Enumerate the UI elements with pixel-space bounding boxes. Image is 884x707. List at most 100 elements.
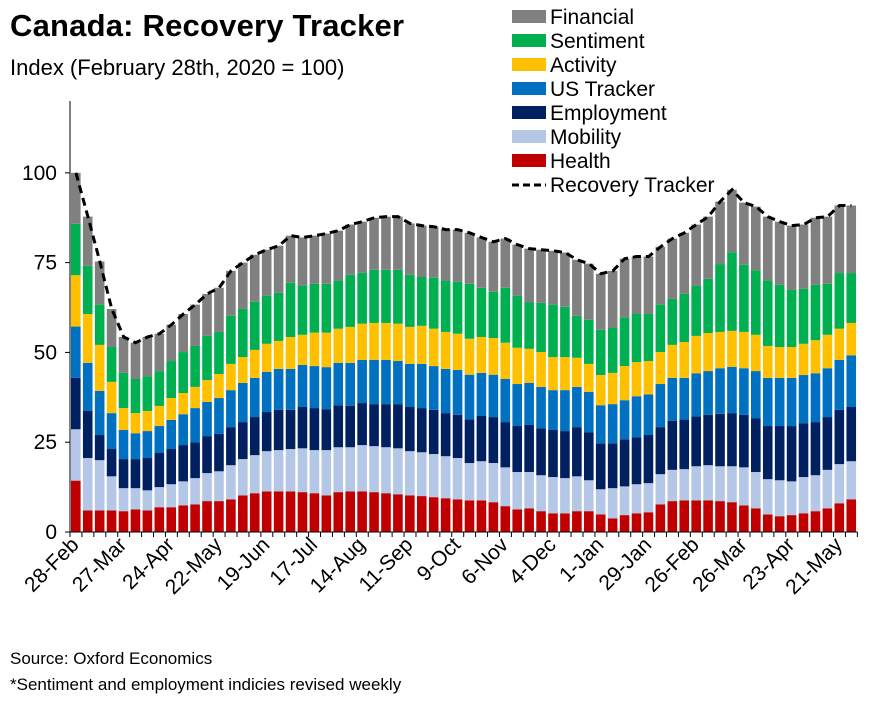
bar-segment-health [154, 507, 165, 532]
footnote: *Sentiment and employment indicies revis… [10, 675, 402, 694]
bar-segment-activity [393, 323, 403, 362]
bar-segment-employment [643, 435, 654, 484]
legend-label: US Tracker [550, 78, 655, 101]
bar-segment-sentiment [118, 372, 129, 409]
bar-segment-sentiment [536, 302, 546, 353]
bar-segment-financial [309, 235, 320, 284]
bar-segment-employment [118, 459, 129, 489]
bar-segment-employment [655, 427, 666, 475]
bar-segment-sentiment [512, 295, 523, 348]
x-tick-label: 9-Oct [413, 533, 466, 586]
bar-segment-us-tracker [786, 377, 797, 427]
bar-segment-financial [631, 256, 642, 314]
bar-segment-financial [333, 230, 344, 281]
bar-segment-financial [810, 217, 821, 285]
bar-segment-health [774, 516, 785, 532]
bar-segment-employment [214, 433, 224, 472]
bar-segment-health [846, 499, 857, 532]
legend-swatch-activity [512, 58, 546, 71]
y-tick-label: 50 [34, 341, 57, 364]
bar-segment-sentiment [249, 301, 260, 350]
bar-segment-employment [846, 407, 857, 462]
bar-segment-us-tracker [631, 396, 642, 438]
bar-segment-employment [226, 427, 236, 466]
bar-segment-sentiment [178, 352, 188, 394]
bar-segment-activity [691, 335, 701, 374]
bar-segment-health [309, 493, 320, 532]
bar-segment-financial [357, 221, 367, 273]
bar-segment-financial [106, 308, 117, 348]
legend-label: Recovery Tracker [550, 174, 715, 197]
bar-segment-employment [154, 452, 165, 488]
bar-segment-employment [715, 413, 725, 467]
bar-segment-activity [488, 338, 499, 375]
bar-segment-sentiment [715, 264, 725, 332]
bar-segment-employment [142, 458, 153, 491]
bar-segment-health [751, 508, 761, 532]
bar-segment-financial [202, 293, 212, 336]
bar-segment-health [214, 501, 224, 532]
bar-segment-us-tracker [691, 373, 701, 417]
bar-segment-activity [309, 332, 320, 367]
bar-segment-employment [130, 459, 141, 489]
bar-segment-us-tracker [619, 400, 630, 440]
bar-segment-activity [154, 405, 165, 427]
bar-segment-financial [226, 270, 236, 316]
bar-segment-financial [393, 216, 403, 270]
bar-segment-health [560, 513, 570, 532]
bar-segment-employment [560, 431, 570, 479]
bar-segment-health [667, 501, 678, 532]
bar-segment-activity [452, 333, 463, 371]
bar-segment-us-tracker [739, 368, 749, 415]
bar-segment-activity [416, 325, 427, 364]
bar-segment-us-tracker [751, 371, 761, 419]
bar-segment-activity [595, 375, 606, 406]
bar-segment-health [393, 494, 403, 532]
bar-segment-sentiment [297, 285, 308, 335]
bar-segment-financial [261, 249, 272, 296]
bar-segment-activity [834, 328, 845, 360]
bar-segment-activity [202, 380, 212, 402]
bar-segment-mobility [321, 450, 332, 496]
bar-segment-sentiment [643, 313, 654, 362]
bar-segment-sentiment [679, 293, 690, 343]
bar-segment-health [226, 499, 236, 532]
bar-segment-sentiment [846, 273, 857, 323]
bar-segment-us-tracker [572, 386, 582, 428]
bar-segment-us-tracker [238, 382, 248, 423]
bar-segment-mobility [774, 480, 785, 517]
bar-segment-employment [238, 422, 248, 460]
bar-segment-activity [715, 331, 725, 369]
bar-segment-sentiment [381, 269, 391, 323]
bar-segment-us-tracker [94, 390, 105, 436]
bar-segment-health [106, 510, 117, 532]
bar-segment-financial [154, 333, 165, 372]
bar-segment-us-tracker [428, 366, 439, 410]
bar-segment-health [607, 518, 618, 532]
bar-segment-mobility [715, 466, 725, 502]
bar-segment-sentiment [691, 285, 701, 336]
bar-segment-financial [500, 238, 511, 288]
bar-segment-activity [512, 347, 523, 385]
bar-segment-sentiment [619, 317, 630, 367]
legend-label: Health [550, 150, 611, 173]
bar-segment-employment [297, 407, 308, 449]
bar-segment-us-tracker [595, 405, 606, 444]
bar-segment-employment [345, 405, 355, 448]
bar-segment-sentiment [226, 315, 236, 364]
bar-segment-us-tracker [643, 394, 654, 436]
bar-segment-employment [512, 426, 523, 473]
bar-segment-health [715, 501, 725, 532]
bar-segment-activity [345, 326, 355, 363]
bar-segment-activity [798, 343, 809, 376]
bar-segment-sentiment [345, 274, 355, 327]
bar-segment-us-tracker [727, 366, 737, 414]
bar-segment-us-tracker [715, 368, 725, 414]
bar-segment-health [369, 492, 379, 532]
bar-segment-sentiment [369, 269, 379, 323]
bar-segment-health [655, 504, 666, 532]
bar-segment-activity [142, 410, 153, 432]
bar-segment-activity [333, 328, 344, 363]
bar-segment-us-tracker [464, 374, 475, 420]
